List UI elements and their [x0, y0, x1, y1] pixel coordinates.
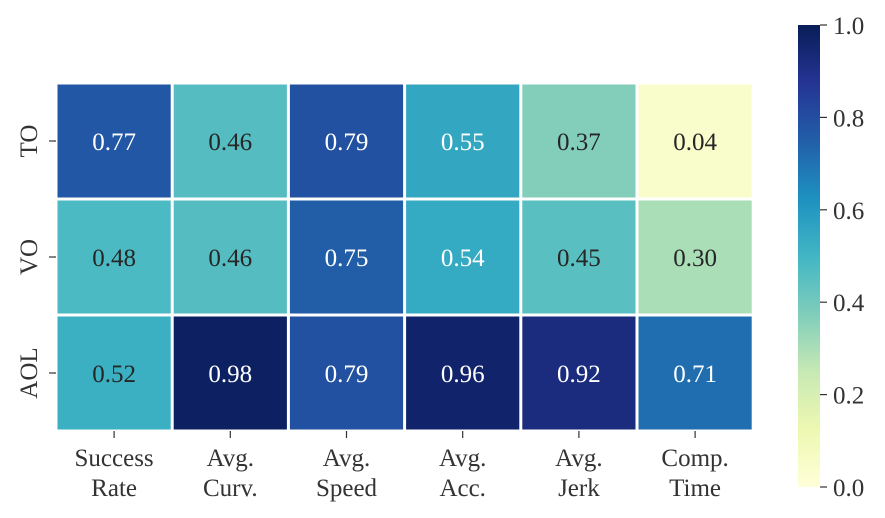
cell-value-label: 0.45 — [557, 245, 601, 272]
column-label: Time — [669, 475, 721, 502]
heatmap-cell-r0-c2 — [289, 84, 404, 198]
cell-value-label: 0.96 — [441, 361, 485, 388]
column-label: Avg. — [207, 445, 254, 472]
colorbar-tick-label: 0.2 — [833, 383, 864, 410]
heatmap-cell-r1-c3 — [406, 200, 520, 314]
cell-value-label: 0.04 — [673, 129, 717, 156]
column-label: Jerk — [558, 475, 600, 502]
column-label: Acc. — [439, 475, 486, 502]
heatmap-cell-r1-c4 — [522, 200, 636, 314]
cell-value-label: 0.52 — [92, 361, 136, 388]
cell-value-label: 0.37 — [557, 129, 601, 156]
colorbar-tick-label: 0.4 — [833, 290, 865, 317]
colorbar-tick-label: 1.0 — [833, 13, 864, 40]
heatmap-cell-r0-c4 — [522, 84, 636, 198]
row-label: VO — [16, 239, 43, 275]
column-label: Avg. — [439, 445, 486, 472]
cell-value-label: 0.79 — [325, 129, 369, 156]
row-label: TO — [16, 125, 43, 158]
cell-value-label: 0.30 — [673, 245, 717, 272]
colorbar-gradient — [798, 25, 820, 487]
cell-value-label: 0.48 — [92, 245, 136, 272]
cell-value-label: 0.75 — [325, 245, 369, 272]
row-label: AOL — [16, 347, 43, 398]
cell-value-label: 0.46 — [208, 129, 252, 156]
heatmap-cell-r2-c4 — [522, 316, 636, 430]
heatmap-cell-r0-c5 — [638, 84, 752, 198]
cell-value-label: 0.92 — [557, 361, 601, 388]
heatmap-cell-r1-c2 — [289, 200, 404, 314]
heatmap-cell-r1-c0 — [57, 200, 171, 314]
colorbar: 0.0 0.2 0.4 0.6 0.8 1.0 — [798, 13, 865, 502]
heatmap-cell-r2-c3 — [406, 316, 520, 430]
column-label: Avg. — [323, 445, 370, 472]
colorbar-tick-label: 0.0 — [833, 475, 864, 502]
column-label: Curv. — [203, 475, 258, 502]
heatmap-cell-r0-c3 — [406, 84, 520, 198]
cell-value-label: 0.71 — [673, 361, 717, 388]
colorbar-tick-label: 0.6 — [833, 198, 864, 225]
cell-value-label: 0.77 — [92, 129, 136, 156]
row-tick-labels: TO VO AOL — [16, 125, 56, 399]
heatmap-cells: 0.77 0.46 0.79 0.55 0.37 0.04 0.48 0.46 0.75 0.54… — [57, 84, 752, 430]
heatmap-cell-r1-c1 — [173, 200, 287, 314]
column-label: Comp. — [661, 445, 728, 472]
column-label: Speed — [316, 475, 378, 502]
heatmap-cell-r1-c5 — [638, 200, 752, 314]
cell-value-label: 0.79 — [325, 361, 369, 388]
heatmap-cell-r2-c1 — [173, 316, 287, 430]
column-label: Success — [75, 445, 154, 472]
heatmap-cell-r0-c0 — [57, 84, 171, 198]
heatmap-cell-r2-c5 — [638, 316, 752, 430]
heatmap-cell-r2-c2 — [289, 316, 404, 430]
heatmap-cell-r2-c0 — [57, 316, 171, 430]
heatmap-cell-r0-c1 — [173, 84, 287, 198]
column-tick-labels: Success Rate Avg. Curv. Avg. Speed Avg. Acc. Avg… — [75, 431, 729, 502]
cell-value-label: 0.46 — [208, 245, 252, 272]
column-label: Avg. — [555, 445, 602, 472]
cell-value-label: 0.98 — [208, 361, 252, 388]
cell-value-label: 0.55 — [441, 129, 485, 156]
colorbar-tick-label: 0.8 — [833, 105, 864, 132]
cell-value-label: 0.54 — [441, 245, 485, 272]
column-label: Rate — [91, 475, 137, 502]
